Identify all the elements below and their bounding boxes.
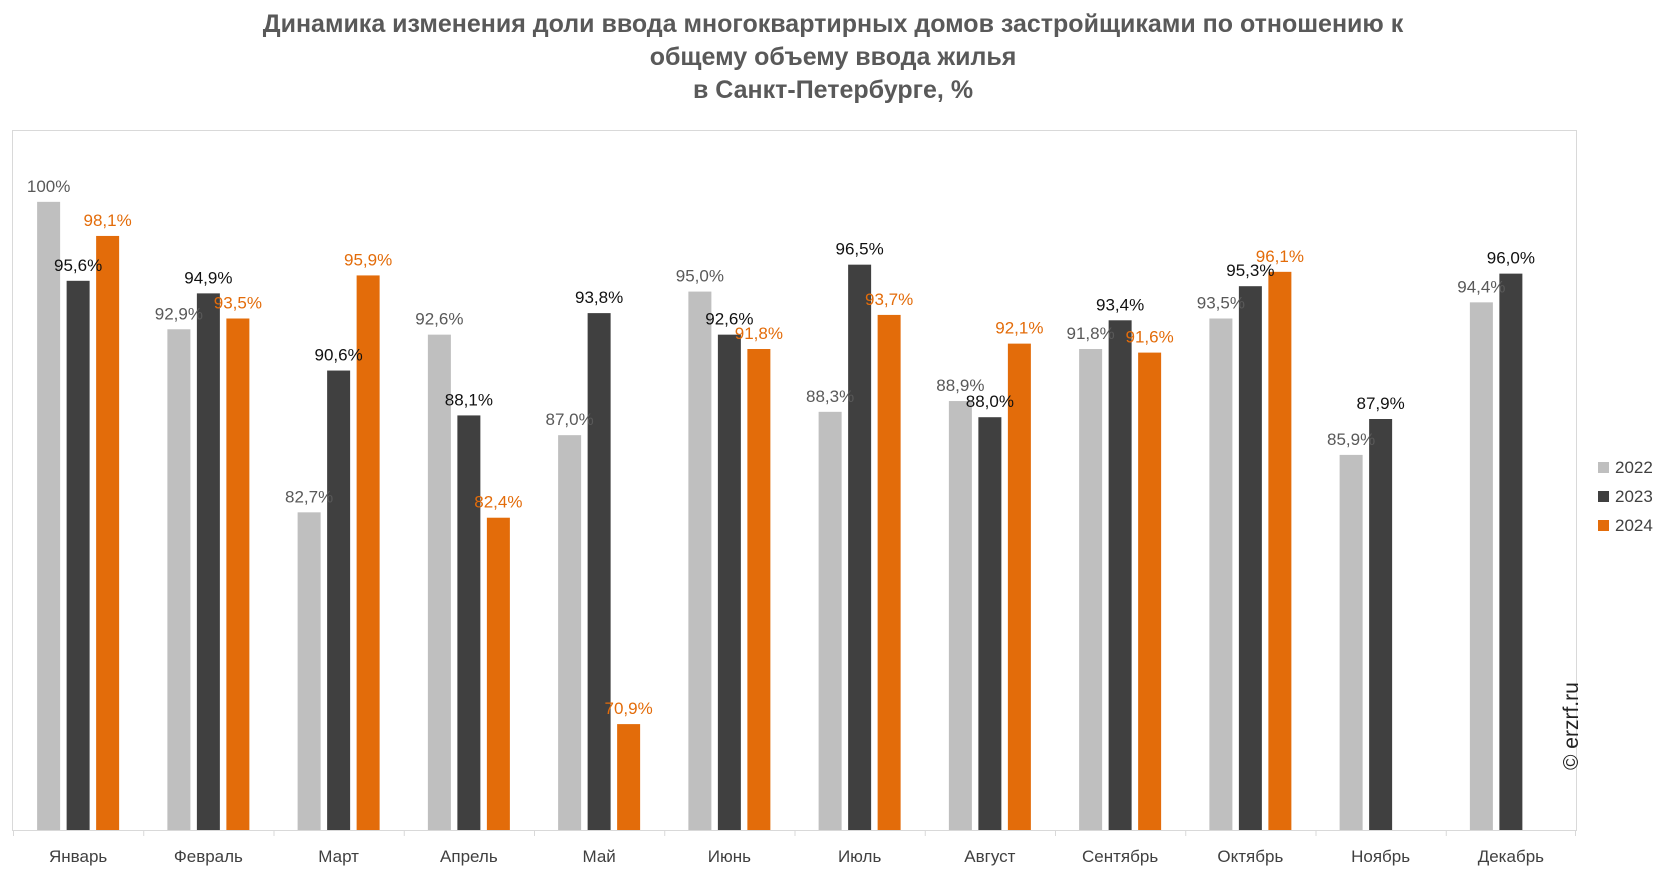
- data-label-2023: 93,8%: [575, 288, 623, 307]
- data-label-2022: 94,4%: [1457, 277, 1505, 296]
- data-label-2022: 93,5%: [1197, 294, 1245, 313]
- bar-2023: [66, 280, 90, 830]
- data-label-2023: 87,9%: [1357, 394, 1405, 413]
- data-label-2024: 91,8%: [735, 324, 783, 343]
- chart-title-line-1: Динамика изменения доли ввода многокварт…: [262, 10, 1404, 38]
- bar-2023: [196, 293, 220, 831]
- bar-2023: [1499, 273, 1523, 830]
- legend-swatch-2024: [1598, 520, 1609, 531]
- bar-2023: [717, 334, 741, 830]
- data-label-2023: 95,6%: [54, 256, 102, 275]
- bar-2023: [457, 415, 481, 830]
- chart-title-line-3: в Санкт-Петербурге, %: [692, 76, 974, 104]
- legend-item-2022: 2022: [1598, 453, 1653, 482]
- bar-2022: [688, 291, 712, 830]
- bar-2023: [1369, 419, 1393, 830]
- bar-2022: [427, 334, 451, 830]
- bar-2023: [327, 370, 351, 830]
- data-label-2024: 92,1%: [995, 319, 1043, 338]
- x-axis: Январь Февраль Март Апрель Май Июнь Июль Август…: [13, 830, 1576, 866]
- x-tick-label: Март: [318, 847, 359, 866]
- bar-2022: [948, 401, 972, 830]
- bar-2023: [978, 417, 1002, 830]
- x-tick-label: Июль: [838, 847, 882, 866]
- legend-item-2023: 2023: [1598, 482, 1653, 511]
- x-tick-label: Декабрь: [1478, 847, 1544, 866]
- bar-2022: [1209, 318, 1233, 830]
- bar-2023: [848, 264, 872, 830]
- bar-2023: [1108, 320, 1132, 830]
- x-tick-label: Сентябрь: [1082, 847, 1158, 866]
- legend-swatch-2023: [1598, 491, 1609, 502]
- data-label-2022: 95,0%: [676, 267, 724, 286]
- bar-2023: [1238, 286, 1262, 831]
- data-label-2022: 100%: [27, 177, 70, 196]
- legend-swatch-2022: [1598, 462, 1609, 473]
- bar-2024: [747, 349, 771, 830]
- data-label-2024: 96,1%: [1256, 247, 1304, 266]
- x-tick-label: Ноябрь: [1351, 847, 1410, 866]
- data-label-2023: 95,3%: [1226, 261, 1274, 280]
- legend-item-2024: 2024: [1598, 511, 1653, 540]
- data-label-2023: 93,4%: [1096, 295, 1144, 314]
- data-label-2022: 82,7%: [285, 487, 333, 506]
- x-tick-label: Октябрь: [1217, 847, 1283, 866]
- data-label-2024: 82,4%: [474, 493, 522, 512]
- data-label-2024: 93,5%: [214, 294, 262, 313]
- bar-2024: [356, 275, 380, 830]
- legend: 2022 2023 2024: [1598, 453, 1653, 540]
- data-label-2022: 91,8%: [1067, 324, 1115, 343]
- legend-label-2022: 2022: [1615, 457, 1653, 477]
- watermark: © erzrf.ru: [1560, 682, 1583, 770]
- bar-2022: [167, 329, 191, 830]
- data-label-2024: 93,7%: [865, 290, 913, 309]
- x-tick-label: Апрель: [440, 847, 498, 866]
- x-tick-label: Февраль: [174, 847, 243, 866]
- data-label-2022: 88,9%: [936, 376, 984, 395]
- bar-2023: [587, 313, 611, 830]
- bars-layer: [37, 201, 1523, 831]
- bar-2024: [877, 314, 901, 830]
- legend-label-2024: 2024: [1615, 515, 1653, 535]
- bar-2022: [1079, 349, 1103, 830]
- bar-2024: [486, 517, 510, 830]
- bar-2024: [1138, 352, 1162, 830]
- bar-2022: [558, 435, 582, 830]
- x-tick-label: Июнь: [708, 847, 751, 866]
- data-label-2024: 70,9%: [605, 699, 653, 718]
- data-label-2022: 85,9%: [1327, 430, 1375, 449]
- data-label-2022: 87,0%: [546, 410, 594, 429]
- data-label-2024: 95,9%: [344, 250, 392, 269]
- x-tick-label: Январь: [49, 847, 107, 866]
- data-label-2024: 98,1%: [84, 211, 132, 230]
- x-tick-label: Май: [582, 847, 615, 866]
- chart-title: Динамика изменения доли ввода многокварт…: [0, 8, 1666, 107]
- data-label-2023: 94,9%: [184, 268, 232, 287]
- data-label-2023: 90,6%: [315, 346, 363, 365]
- data-label-2023: 92,6%: [705, 310, 753, 329]
- bar-2024: [96, 235, 120, 830]
- bar-2024: [617, 724, 641, 830]
- bar-2022: [297, 512, 321, 830]
- data-label-2024: 91,6%: [1126, 328, 1174, 347]
- bar-2022: [37, 201, 61, 830]
- bar-2024: [226, 318, 250, 830]
- data-labels-layer: 100% 95,6% 98,1% 92,9% 94,9% 93,5% 82,7% 90,6% 9…: [27, 177, 1535, 718]
- chart-title-line-2: общему объему ввода жилья: [649, 43, 1017, 71]
- legend-label-2023: 2023: [1615, 486, 1653, 506]
- data-label-2023: 88,0%: [966, 392, 1014, 411]
- bar-2022: [1469, 302, 1493, 830]
- data-label-2023: 88,1%: [445, 390, 493, 409]
- data-label-2023: 96,0%: [1487, 249, 1535, 268]
- x-tick-label: Август: [964, 847, 1015, 866]
- bar-2024: [1007, 343, 1031, 830]
- bar-2024: [1268, 271, 1292, 830]
- data-label-2022: 88,3%: [806, 387, 854, 406]
- bar-2022: [1339, 454, 1363, 830]
- bar-2022: [818, 411, 842, 830]
- data-label-2023: 96,5%: [836, 240, 884, 259]
- data-label-2022: 92,6%: [415, 310, 463, 329]
- data-label-2022: 92,9%: [155, 304, 203, 323]
